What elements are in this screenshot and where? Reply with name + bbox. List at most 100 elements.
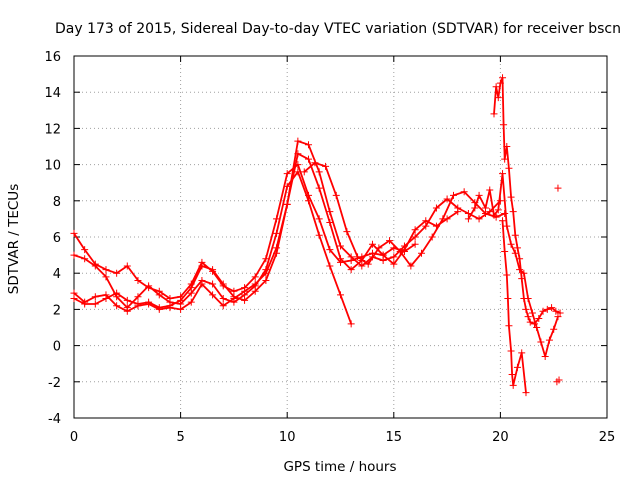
data-point (492, 83, 500, 91)
data-point (187, 298, 195, 306)
data-point (411, 226, 419, 234)
y-tick-label: 14 (44, 86, 61, 101)
data-point (209, 266, 217, 274)
series-isolated (553, 184, 563, 386)
data-point (187, 284, 195, 292)
data-point (449, 191, 457, 199)
series-track-f (464, 170, 562, 360)
plot-frame (73, 55, 608, 419)
data-point (375, 244, 383, 252)
data-point (81, 255, 89, 263)
data-point (311, 159, 319, 167)
data-point (386, 237, 394, 245)
x-tick-label: 5 (176, 430, 184, 445)
data-point (509, 208, 517, 216)
x-axis-label: GPS time / hours (283, 459, 396, 475)
data-point (343, 228, 351, 236)
data-point (134, 293, 142, 301)
y-tick-label: -2 (48, 376, 61, 391)
data-point (305, 155, 313, 163)
data-point (535, 314, 543, 322)
data-point (411, 233, 419, 241)
data-point (545, 336, 553, 344)
data-point (494, 206, 502, 214)
data-point (337, 291, 344, 299)
data-point (102, 295, 110, 303)
data-point (315, 168, 323, 176)
data-point (315, 215, 323, 223)
data-point (499, 217, 507, 225)
data-point (145, 298, 153, 306)
data-point (379, 257, 387, 265)
series-trace (467, 172, 559, 358)
data-point (490, 110, 498, 118)
data-point (155, 291, 163, 299)
data-point (300, 168, 308, 176)
data-point (332, 191, 340, 199)
data-point (219, 295, 227, 303)
data-point (428, 233, 436, 241)
data-point (305, 197, 313, 205)
data-point (541, 352, 549, 360)
data-point (134, 300, 142, 308)
data-point (500, 121, 508, 129)
data-point (113, 289, 121, 297)
grid (74, 56, 607, 418)
data-point (145, 282, 153, 290)
data-point (508, 371, 516, 379)
data-point (552, 307, 560, 315)
data-point (368, 240, 376, 248)
data-point (294, 168, 302, 176)
y-tick-label: 10 (44, 159, 61, 174)
data-point (273, 229, 281, 237)
data-point (518, 349, 526, 357)
data-point (526, 318, 534, 326)
data-point (347, 266, 355, 274)
data-point (553, 378, 561, 386)
data-point (516, 255, 524, 263)
data-point (113, 269, 121, 277)
data-point (490, 211, 498, 219)
data-point (230, 293, 238, 301)
data-point (315, 184, 323, 192)
data-point (283, 200, 291, 208)
data-point (326, 246, 334, 254)
data-point (520, 295, 528, 303)
data-point (418, 249, 426, 257)
data-point (524, 313, 532, 321)
data-point (511, 231, 519, 239)
data-point (166, 302, 174, 310)
data-point (522, 305, 530, 313)
x-tick-label: 0 (70, 430, 78, 445)
series-track-c (70, 150, 462, 315)
data-point (315, 231, 323, 239)
data-point (123, 296, 131, 304)
data-point (501, 155, 509, 163)
data-point (548, 304, 556, 312)
data-point (241, 287, 249, 295)
data-point (503, 222, 511, 230)
data-point (102, 266, 110, 274)
data-point (251, 287, 259, 295)
data-point (273, 249, 281, 257)
data-point (326, 219, 334, 227)
data-point (134, 276, 142, 284)
data-point (283, 170, 291, 178)
data-point (505, 322, 513, 330)
data-point (554, 184, 562, 192)
data-point (503, 143, 511, 150)
axis-tick-labels: 0 5 10 15 20 25 -4 -2 0 2 4 6 8 10 12 14 16 (44, 50, 615, 445)
data-point (475, 215, 483, 223)
axis-ticks (73, 55, 608, 419)
data-point (518, 275, 526, 283)
data-point (364, 260, 372, 268)
data-point (102, 273, 110, 281)
data-point (443, 195, 451, 203)
data-point (411, 240, 419, 248)
data-point (439, 215, 447, 223)
data-point (177, 296, 185, 304)
data-point (81, 246, 89, 254)
data-point (501, 247, 509, 255)
data-point (390, 260, 398, 268)
data-point (543, 305, 551, 313)
